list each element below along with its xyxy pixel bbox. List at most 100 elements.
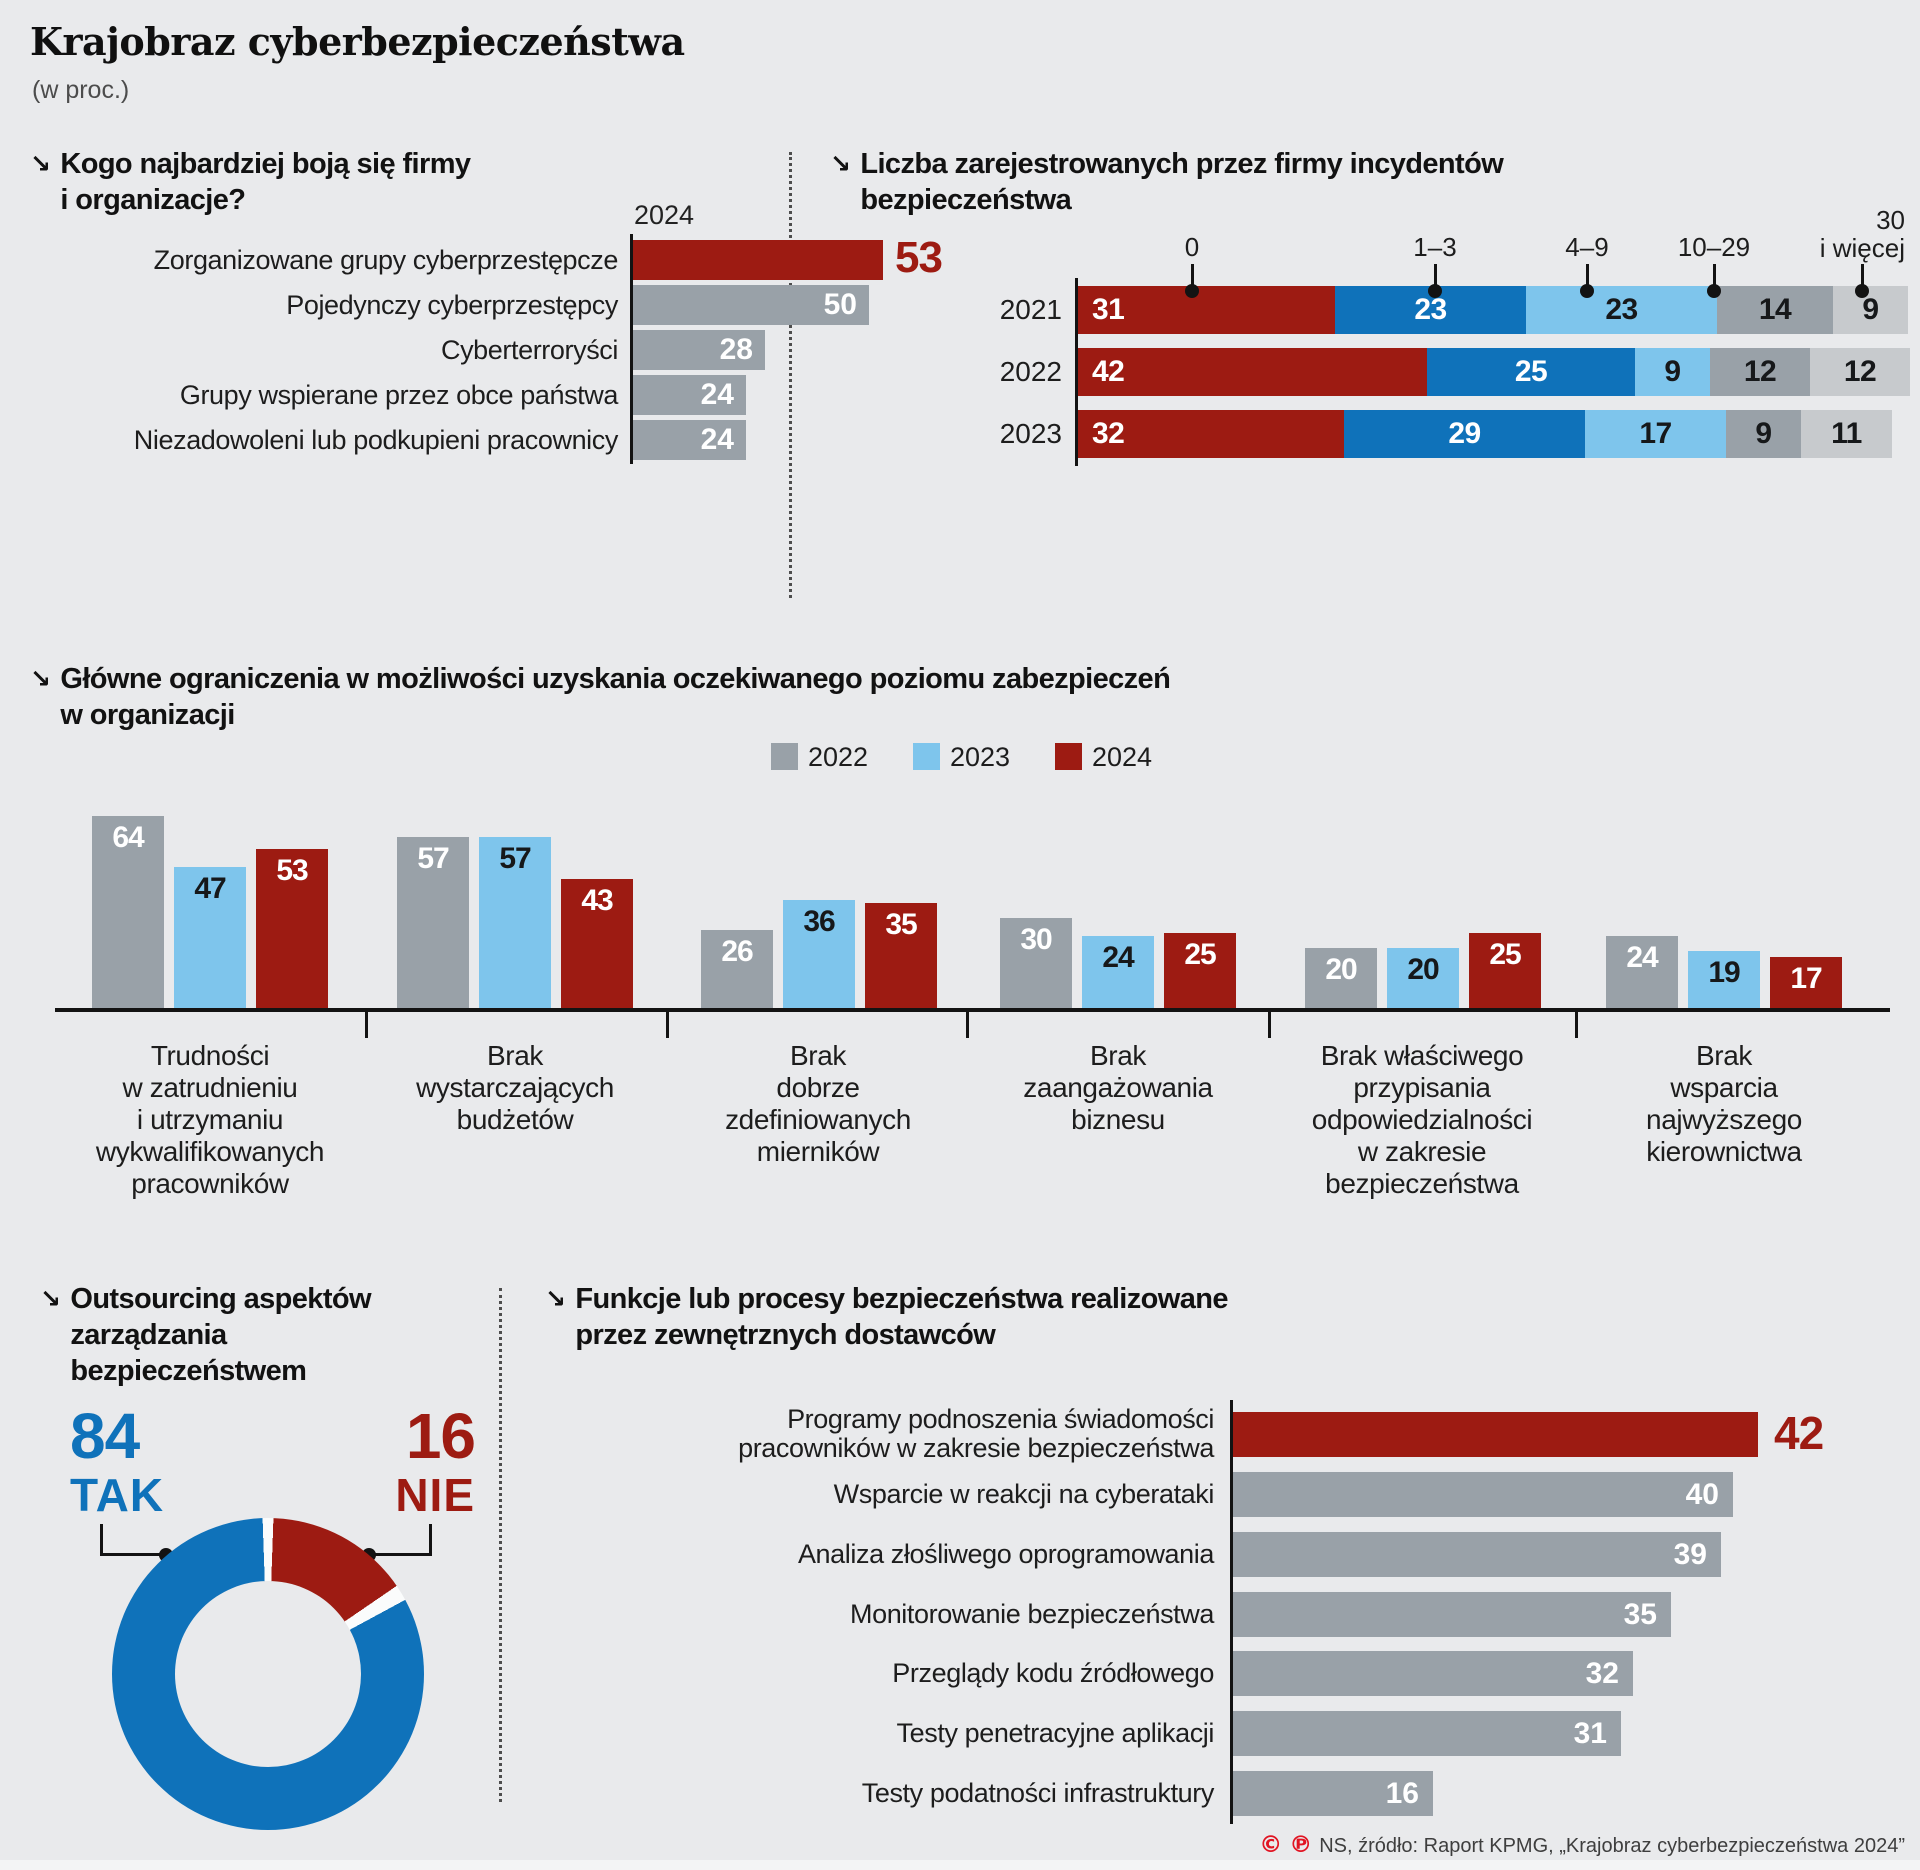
functions-category-label: Przeglądy kodu źródłowego [545, 1651, 1214, 1696]
incidents-legend-dot [1580, 284, 1594, 298]
functions-bar: 32 [1233, 1651, 1633, 1696]
limitations-bar: 64 [92, 816, 164, 1008]
functions-category-line: Wsparcie w reakcji na cyberataki [833, 1479, 1215, 1509]
incidents-segment: 25 [1427, 348, 1635, 396]
incidents-segment: 9 [1635, 348, 1710, 396]
functions-category-line: Programy podnoszenia świadomości [787, 1404, 1214, 1434]
incidents-legend-line [1434, 264, 1437, 288]
donut-yes-callout-line [100, 1524, 103, 1556]
incidents-legend-label: 10–29 [1677, 232, 1751, 262]
limitations-category-line: Trudności [150, 1040, 270, 1071]
source-note: © ℗ NS, źródło: Raport KPMG, „Krajobraz … [1259, 1834, 1905, 1857]
functions-bar: 31 [1233, 1711, 1621, 1756]
functions-category-label: Analiza złośliwego oprogramowania [545, 1532, 1214, 1577]
limitations-category-label: Brak zaangażowania biznesu [948, 1040, 1288, 1136]
fears-bar: 28 [633, 330, 765, 370]
limitations-category-line: pracowników [131, 1168, 289, 1199]
limitations-bar: 25 [1164, 933, 1236, 1008]
limitations-category-line: budżetów [456, 1104, 574, 1135]
limitations-category-line: przypisania [1353, 1072, 1491, 1103]
phonogram-icon: ℗ [1289, 1832, 1313, 1858]
incidents-legend-line [1586, 264, 1589, 288]
section-divider [789, 152, 792, 598]
limitations-category-label: Brak właściwego przypisania odpowiedzialno… [1252, 1040, 1592, 1200]
functions-bar-value: 42 [1774, 1407, 1824, 1459]
limitations-axis-tick [966, 1008, 969, 1038]
fears-title-line: i organizacje? [60, 184, 246, 216]
limitations-category-line: Brak [1696, 1040, 1752, 1071]
fears-bar: 50 [633, 285, 869, 325]
limitations-legend-swatch [913, 743, 940, 770]
limitations-bar: 43 [561, 879, 633, 1008]
incidents-title-line: bezpieczeństwa [860, 184, 1072, 216]
incidents-axis [1075, 278, 1078, 466]
incidents-segment: 29 [1344, 410, 1585, 458]
functions-category-line: Testy podatności infrastruktury [861, 1778, 1215, 1808]
limitations-category-line: wsparcia [1670, 1072, 1778, 1103]
donut-no-value: 16 [405, 1400, 476, 1472]
limitations-bar: 36 [783, 900, 855, 1008]
limitations-category-label: Trudności w zatrudnieniu i utrzymaniu wykwa… [40, 1040, 380, 1200]
donut-yes-label: TAK [70, 1469, 165, 1521]
page-title: Krajobraz cyberbezpieczeństwa [30, 19, 685, 64]
limitations-category-line: w zakresie [1357, 1136, 1487, 1167]
incidents-segment: 11 [1801, 410, 1892, 458]
limitations-bar: 19 [1688, 951, 1760, 1008]
limitations-bar: 47 [174, 867, 246, 1008]
outsourcing-title-line: Outsourcing aspektów [70, 1283, 371, 1315]
incidents-legend-label: 4–9 [1565, 232, 1609, 262]
limitations-category-line: mierników [756, 1136, 880, 1167]
limitations-category-label: Brak wystarczających budżetów [345, 1040, 685, 1136]
fears-category-label: Cyberterroryści [440, 335, 618, 365]
incidents-segment: 12 [1810, 348, 1910, 396]
functions-category-line: pracowników w zakresie bezpieczeństwa [738, 1433, 1214, 1463]
section-arrow-icon: ↘ [30, 664, 51, 693]
incidents-legend-line [1861, 264, 1864, 288]
incidents-segment: 23 [1526, 286, 1717, 334]
fears-bar: 24 [633, 420, 746, 460]
incidents-year-label: 2023 [999, 418, 1062, 449]
incidents-legend-line [1713, 264, 1716, 288]
limitations-legend-label: 2022 [808, 742, 869, 772]
limitations-legend-swatch [771, 743, 798, 770]
incidents-legend-label-line: 30 [1876, 205, 1905, 235]
functions-bar: 16 [1233, 1771, 1433, 1816]
incidents-legend-dot [1707, 284, 1721, 298]
section-arrow-icon: ↘ [545, 1284, 566, 1313]
fears-category-label: Zorganizowane grupy cyberprzestępcze [153, 245, 619, 275]
incidents-legend-dot [1855, 284, 1869, 298]
donut-no-label: NIE [395, 1469, 475, 1521]
incidents-segment: 9 [1833, 286, 1908, 334]
incidents-segment: 12 [1710, 348, 1810, 396]
limitations-legend-label: 2024 [1092, 742, 1153, 772]
donut-no-callout-line [369, 1553, 432, 1556]
incidents-legend-dot [1428, 284, 1442, 298]
limitations-category-line: dobrze [776, 1072, 860, 1103]
limitations-category-line: wykwalifikowanych [95, 1136, 325, 1167]
functions-chart-title: ↘ Funkcje lub procesy bezpieczeństwa rea… [545, 1281, 1228, 1353]
functions-category-line: Monitorowanie bezpieczeństwa [849, 1599, 1214, 1629]
limitations-category-line: i utrzymaniu [136, 1104, 284, 1135]
incidents-year-label: 2021 [999, 294, 1062, 325]
limitations-bar: 20 [1387, 948, 1459, 1008]
fears-series-label: 2024 [634, 200, 695, 230]
limitations-category-line: Brak [487, 1040, 543, 1071]
limitations-legend-swatch [1055, 743, 1082, 770]
limitations-bar: 57 [479, 837, 551, 1008]
limitations-bar: 20 [1305, 948, 1377, 1008]
limitations-category-line: Brak właściwego [1320, 1040, 1524, 1071]
limitations-bar: 30 [1000, 918, 1072, 1008]
limitations-category-line: Brak [790, 1040, 846, 1071]
incidents-legend-line [1191, 264, 1194, 288]
limitations-chart-title: ↘ Główne ograniczenia w możliwości uzysk… [30, 661, 1171, 733]
donut-yes-callout-line [100, 1553, 166, 1556]
limitations-category-line: w zatrudnieniu [122, 1072, 298, 1103]
limitations-axis-tick [365, 1008, 368, 1038]
incidents-segment: 17 [1585, 410, 1726, 458]
functions-category-label: Wsparcie w reakcji na cyberataki [545, 1472, 1215, 1517]
limitations-bar: 17 [1770, 957, 1842, 1008]
outsourcing-donut-hole [175, 1581, 361, 1767]
incidents-year-label: 2022 [999, 356, 1062, 387]
limitations-category-line: zdefiniowanych [725, 1104, 911, 1135]
fears-title-line: Kogo najbardziej boją się firmy [60, 148, 471, 180]
